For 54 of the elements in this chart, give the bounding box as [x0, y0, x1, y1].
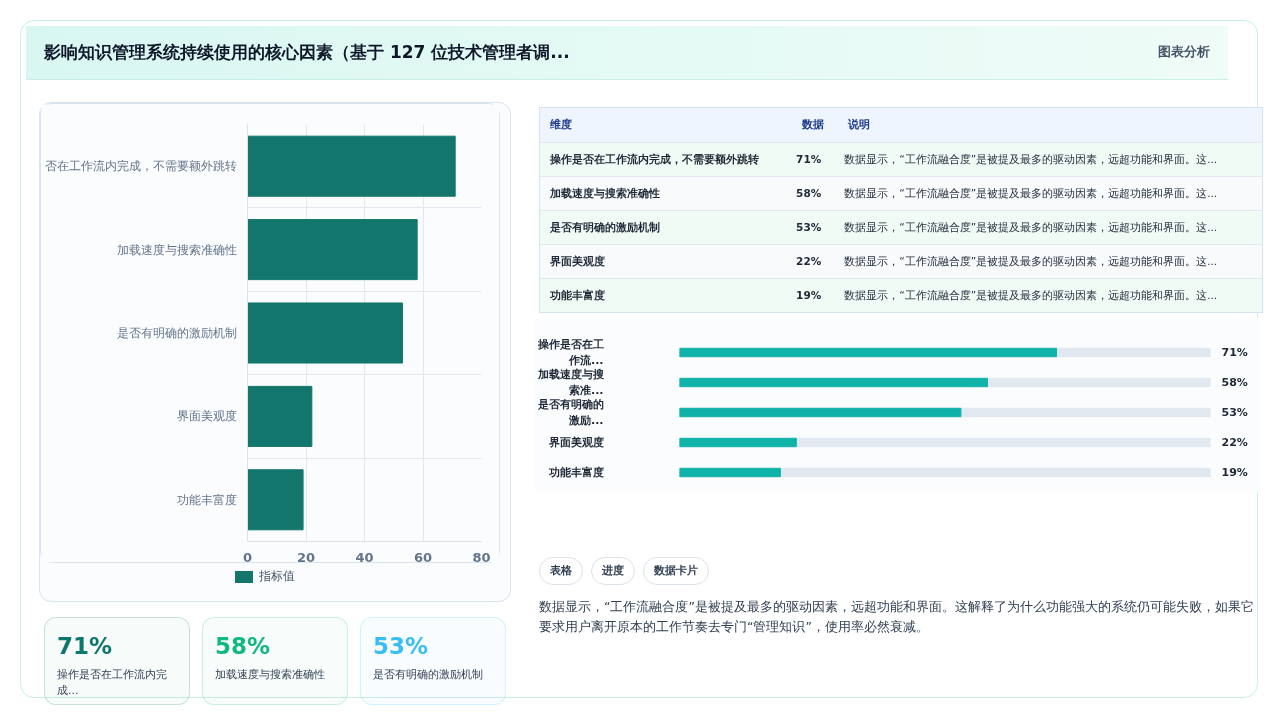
text: 58%	[796, 186, 822, 199]
category-label: 操作是否在工作流内完成...	[57, 666, 168, 699]
data-label: 71%	[1221, 346, 1248, 359]
text: 58%	[215, 633, 271, 659]
text: 表格	[539, 557, 583, 585]
bar	[679, 437, 797, 448]
y-tick-label: 否在工作流内完成，不需要额外跳转	[44, 159, 237, 174]
text: 22%	[796, 254, 822, 267]
bar	[247, 219, 418, 281]
y-tick-label: 功能丰富度	[547, 466, 604, 479]
text: 数据显示，“工作流融合度”是被提及最多的驱动因素，远超功能和界面。这解释了为什么功能强大的系统仍可能失败，如果它要求用户离开原本的工作节奏去专门“管理知识”，使用率必然衰减。	[539, 597, 1255, 636]
y-tick-label: 加载速度与搜索准确性	[116, 242, 237, 257]
y-tick-label: 加载速度与搜索准...	[536, 368, 604, 397]
bar	[679, 467, 781, 478]
data-label: 19%	[1221, 466, 1248, 479]
bar	[247, 135, 456, 197]
x-tick-label: 40	[355, 549, 374, 565]
text: 53%	[373, 633, 429, 659]
category-label: 操作是否在工作流内完成，不需要额外跳转	[549, 151, 760, 167]
text: 维度	[549, 117, 573, 133]
x-tick-label: 20	[296, 549, 316, 565]
bar	[247, 469, 304, 531]
y-tick-label: 是否有明确的激励...	[536, 398, 604, 427]
text: 数据显示，“工作流融合度”是被提及最多的驱动因素，远超功能和界面。这...	[843, 151, 1219, 167]
text: 图表分析	[1158, 43, 1210, 62]
data-label: 22%	[1221, 436, 1248, 449]
category-label: 加载速度与搜索准确性	[215, 666, 326, 683]
chart-title: 影响知识管理系统持续使用的核心因素（基于 127 位技术管理者调...	[44, 41, 570, 65]
text: 53%	[796, 220, 822, 233]
text: 19%	[796, 288, 822, 301]
text: 数据	[801, 117, 826, 133]
y-tick-label: 界面美观度	[547, 436, 604, 449]
x-tick-label: 60	[413, 549, 433, 565]
data-label: 58%	[1221, 376, 1248, 389]
text: 数据显示，“工作流融合度”是被提及最多的驱动因素，远超功能和界面。这...	[843, 287, 1219, 303]
text: 71%	[57, 633, 113, 659]
bar	[247, 385, 313, 447]
text: 数据显示，“工作流融合度”是被提及最多的驱动因素，远超功能和界面。这...	[843, 253, 1219, 269]
x-tick-label: 0	[242, 549, 253, 565]
category-label: 是否有明确的激励机制	[373, 666, 484, 683]
text: 说明	[847, 117, 872, 133]
legend-label: 指标值	[258, 568, 295, 585]
y-tick-label: 操作是否在工作流...	[536, 338, 604, 367]
bar	[247, 302, 404, 364]
text: 数据显示，“工作流融合度”是被提及最多的驱动因素，远超功能和界面。这...	[843, 185, 1219, 201]
y-tick-label: 界面美观度	[176, 409, 237, 424]
text: 进度	[591, 557, 635, 585]
text: 数据卡片	[643, 557, 709, 585]
data-label: 53%	[1221, 406, 1248, 419]
x-tick-label: 80	[472, 549, 491, 565]
y-tick-label: 功能丰富度	[176, 492, 237, 507]
text: 71%	[796, 152, 822, 165]
text: 数据显示，“工作流融合度”是被提及最多的驱动因素，远超功能和界面。这...	[843, 219, 1219, 235]
y-tick-label: 是否有明确的激励机制	[116, 326, 237, 340]
